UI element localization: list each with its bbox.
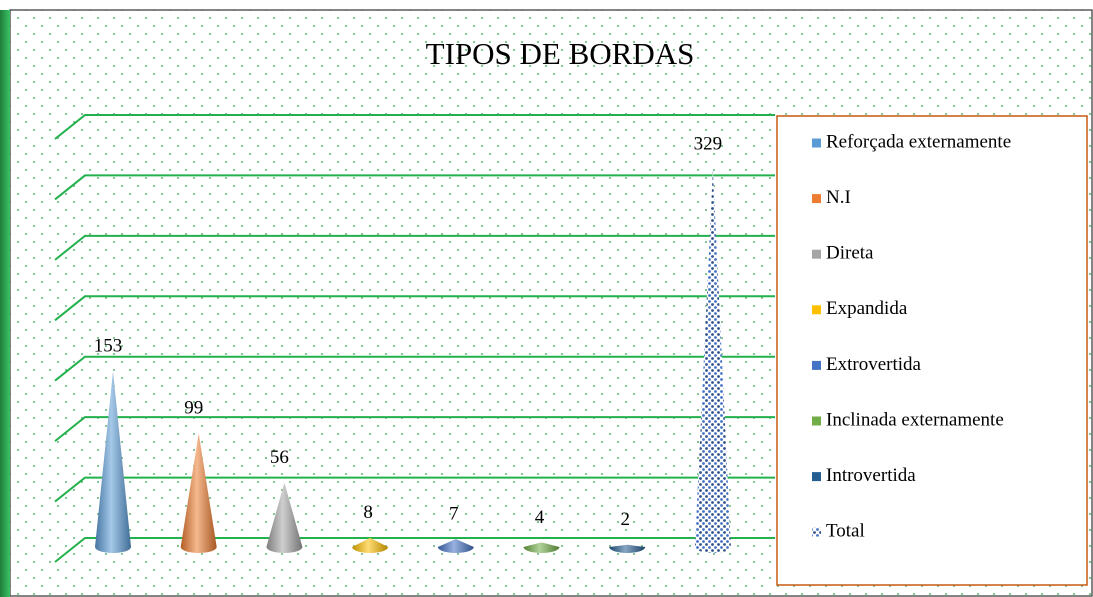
- legend: [776, 115, 1088, 586]
- legend-label: Direta: [826, 243, 874, 264]
- legend-items: Reforçada externamente N.I Direta Expandida…: [812, 131, 1011, 542]
- legend-label: Expandida: [826, 298, 908, 319]
- cone: [95, 371, 131, 553]
- value-label: 7: [449, 503, 459, 524]
- value-label: 56: [270, 447, 289, 468]
- legend-swatch: [812, 249, 821, 259]
- grid-line: [54, 295, 775, 322]
- cone: [352, 537, 389, 553]
- grid-line: [54, 537, 775, 563]
- cone: [180, 433, 217, 553]
- grid: [54, 114, 775, 563]
- legend-label: Inclinada externamente: [826, 409, 1004, 430]
- legend-swatch: [812, 360, 821, 370]
- cone: [523, 542, 560, 553]
- value-label: 153: [94, 336, 123, 357]
- grid-line: [54, 476, 775, 503]
- grid-line: [54, 174, 775, 201]
- legend-label: Extrovertida: [826, 354, 922, 375]
- legend-label: Reforçada externamente: [826, 131, 1011, 152]
- value-label: 329: [694, 134, 723, 155]
- cone: [609, 544, 646, 553]
- legend-swatch: [812, 472, 821, 482]
- cone: [694, 169, 731, 554]
- grid-line: [54, 355, 775, 382]
- marks: 153 99 56 8 7 4 2 329: [94, 134, 731, 554]
- legend-swatch: [812, 527, 821, 537]
- legend-label: N.I: [826, 187, 851, 208]
- legend-swatch: [812, 305, 821, 315]
- legend-swatch: [812, 194, 821, 204]
- value-label: 8: [363, 502, 373, 523]
- grid-line: [54, 416, 775, 442]
- cone: [266, 482, 303, 553]
- chart-title: TIPOS DE BORDAS: [426, 36, 695, 71]
- value-label: 2: [620, 509, 630, 530]
- cone: [437, 538, 474, 553]
- value-label: 4: [535, 507, 545, 528]
- legend-swatch: [812, 138, 821, 148]
- legend-swatch: [812, 416, 821, 426]
- legend-label: Introvertida: [826, 465, 916, 486]
- grid-line: [54, 234, 775, 261]
- value-label: 99: [184, 398, 203, 419]
- side-stripe: [0, 10, 10, 597]
- legend-label: Total: [826, 521, 865, 542]
- grid-line: [54, 114, 775, 140]
